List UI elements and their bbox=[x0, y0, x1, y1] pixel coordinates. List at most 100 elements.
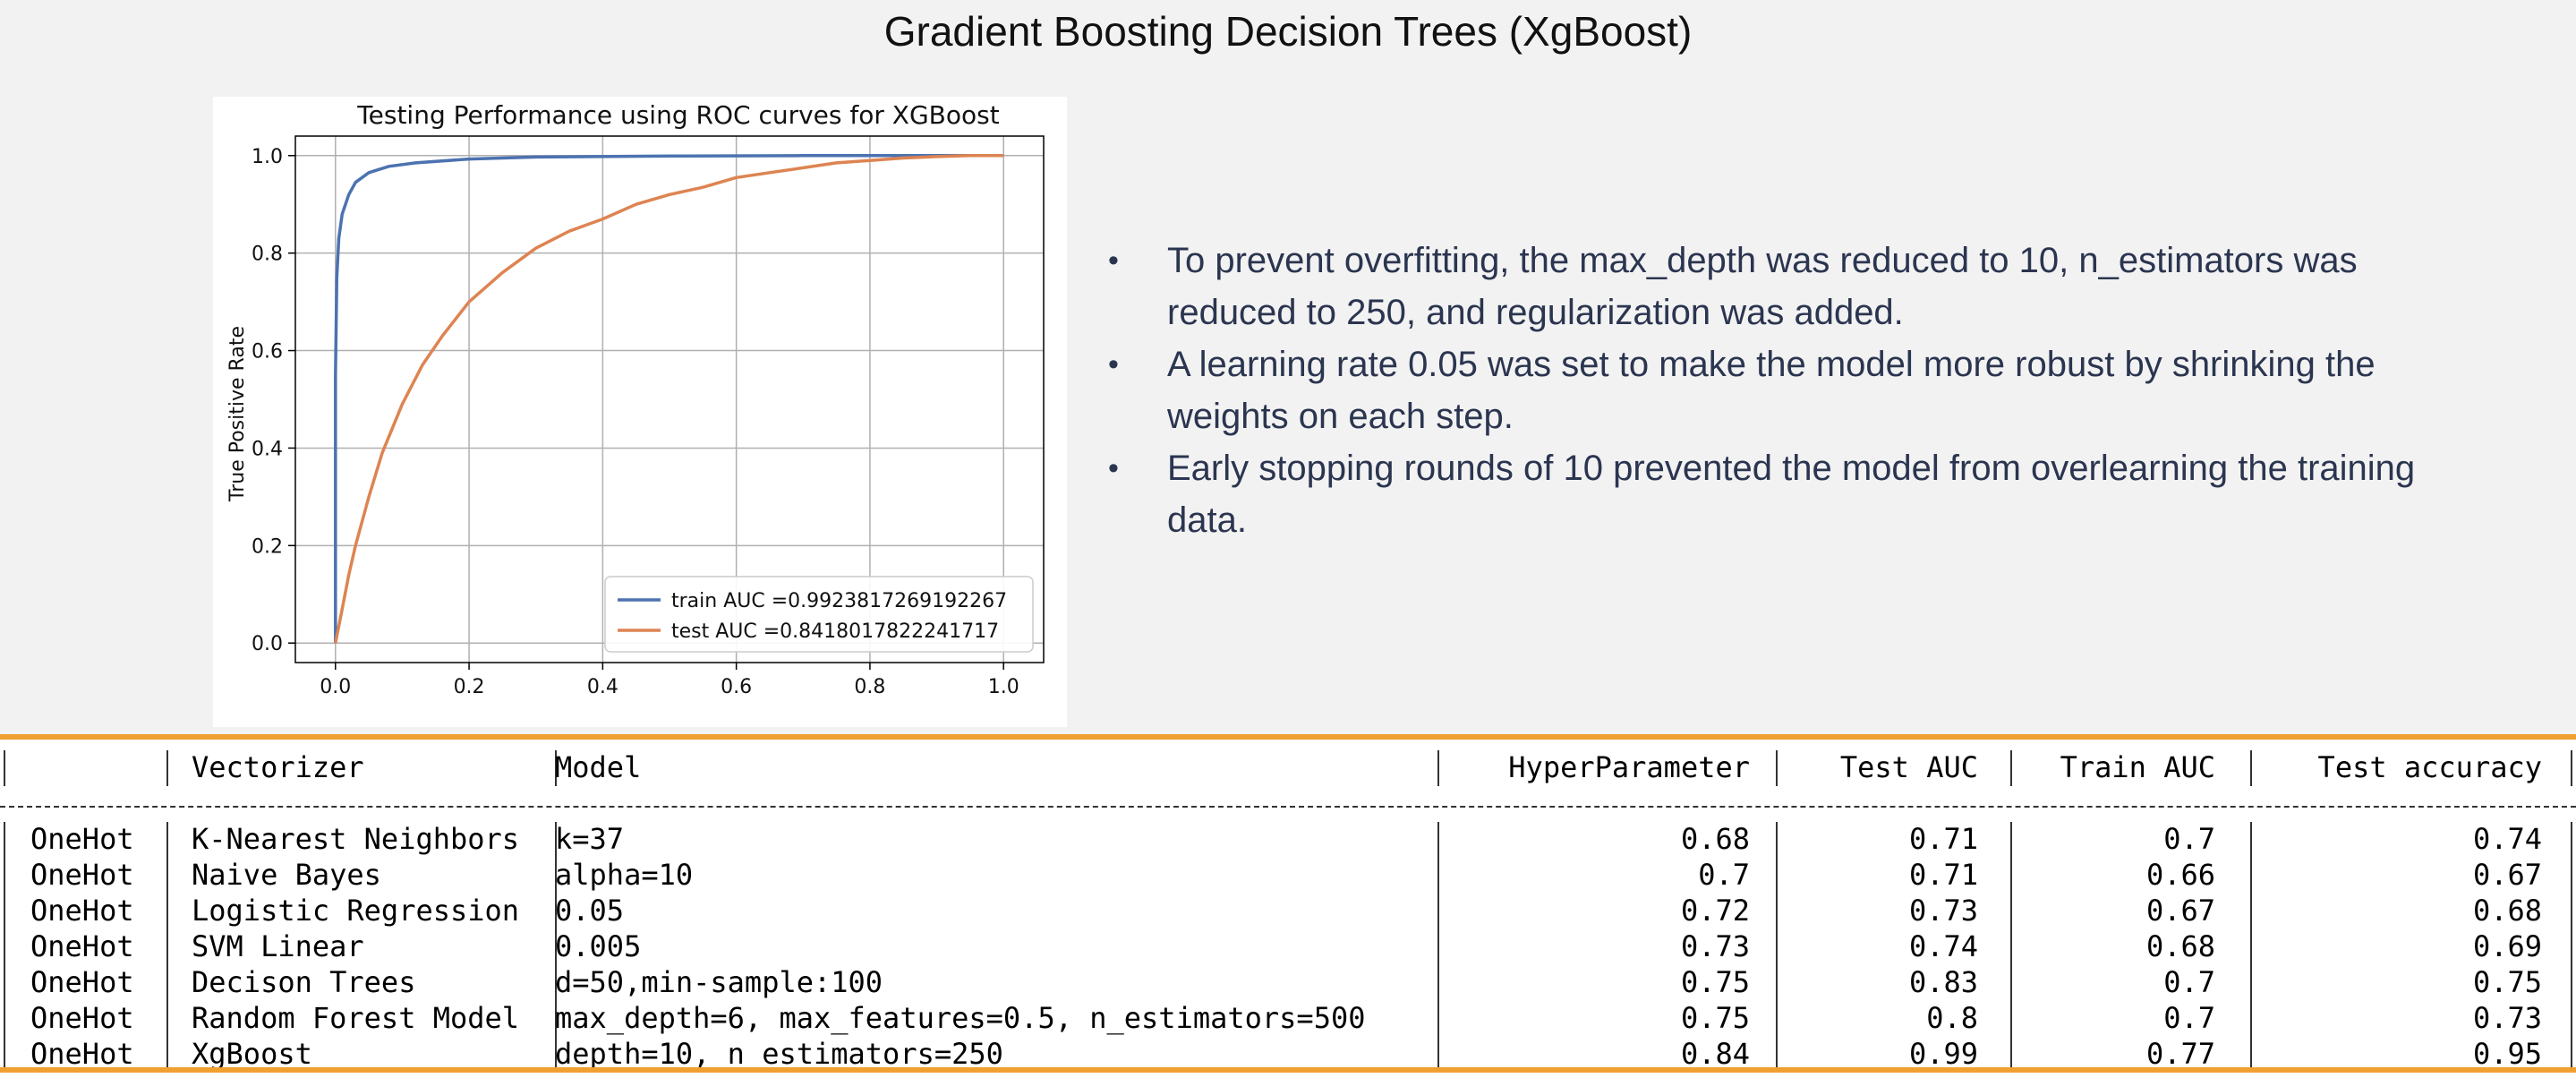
column-divider bbox=[2250, 750, 2252, 786]
column-divider bbox=[555, 822, 557, 858]
test-roc-line bbox=[334, 154, 1004, 644]
table-header-cell: Test accuracy bbox=[2317, 750, 2542, 784]
x-tick-label: 0.6 bbox=[721, 676, 752, 698]
train-roc-line bbox=[334, 154, 1004, 644]
column-divider bbox=[166, 822, 168, 858]
x-tick-label: 0.4 bbox=[587, 676, 618, 698]
table-cell: Random Forest Model bbox=[192, 1001, 520, 1035]
table-cell: 0.68 bbox=[2472, 894, 2542, 928]
column-divider bbox=[1437, 750, 1439, 786]
column-divider bbox=[1776, 858, 1778, 894]
roc-chart-svg: 0.0 0.2 0.4 0.6 0.8 1.0 0.0 0.2 0.4 0.6 0.8 1.0 Tes… bbox=[226, 100, 1045, 698]
table-cell: 0.7 bbox=[2163, 822, 2215, 856]
x-tick-label: 1.0 bbox=[988, 676, 1019, 698]
chart-ylabel: True Positive Rate bbox=[226, 326, 249, 502]
chart-ticks: 0.0 0.2 0.4 0.6 0.8 1.0 0.0 0.2 0.4 0.6 0.8 1.0 bbox=[252, 146, 1019, 698]
y-tick-label: 0.2 bbox=[252, 535, 283, 558]
column-divider bbox=[4, 822, 5, 858]
column-divider bbox=[555, 750, 557, 786]
column-divider bbox=[2571, 858, 2572, 894]
column-divider bbox=[2250, 1037, 2252, 1073]
table-cell: max_depth=6, max_features=0.5, n_estimat… bbox=[555, 1001, 1366, 1035]
table-cell: Naive Bayes bbox=[192, 858, 381, 892]
column-divider bbox=[2571, 965, 2572, 1001]
table-header-cell: Train AUC bbox=[2060, 750, 2215, 784]
table-cell: 0.75 bbox=[1680, 965, 1750, 999]
table-header-cell: Model bbox=[555, 750, 642, 784]
table-cell: 0.84 bbox=[1680, 1037, 1750, 1071]
plot-frame bbox=[294, 135, 1045, 663]
table-cell: 0.68 bbox=[2145, 929, 2215, 963]
table-cell: 0.72 bbox=[1680, 894, 1750, 928]
column-divider bbox=[555, 929, 557, 965]
column-divider bbox=[2571, 1001, 2572, 1037]
y-tick-label: 0.8 bbox=[252, 244, 283, 266]
note-item: Early stopping rounds of 10 prevented th… bbox=[1108, 442, 2469, 546]
chart-series bbox=[334, 154, 1004, 644]
table-cell: 0.7 bbox=[2163, 965, 2215, 999]
table-header-cell: HyperParameter bbox=[1508, 750, 1750, 784]
table-cell: 0.66 bbox=[2145, 858, 2215, 892]
table-cell: 0.83 bbox=[1908, 965, 1978, 999]
column-divider bbox=[555, 965, 557, 1001]
table-row: OneHot K-Nearest Neighbors k=37 0.68 0.71 0.7… bbox=[0, 822, 2576, 858]
column-divider bbox=[1776, 1037, 1778, 1073]
table-cell: OneHot bbox=[30, 894, 134, 928]
column-divider bbox=[166, 894, 168, 929]
table-cell: 0.95 bbox=[2472, 1037, 2542, 1071]
table-row: OneHot Decison Trees d=50,min-sample:100 0.… bbox=[0, 965, 2576, 1001]
table-row: OneHot Random Forest Model max_depth=6, ma… bbox=[0, 1001, 2576, 1037]
column-divider bbox=[2250, 1001, 2252, 1037]
note-item: A learning rate 0.05 was set to make the… bbox=[1108, 338, 2469, 442]
note-item: To prevent overfitting, the max_depth wa… bbox=[1108, 235, 2469, 338]
slide-title: Gradient Boosting Decision Trees (XgBoos… bbox=[883, 8, 1693, 55]
column-divider bbox=[555, 858, 557, 894]
table-cell: 0.99 bbox=[1908, 1037, 1978, 1071]
table-cell: 0.77 bbox=[2145, 1037, 2215, 1071]
table-row: OneHot XgBoost depth=10, n_estimators=250 0… bbox=[0, 1037, 2576, 1073]
table-cell: 0.75 bbox=[2472, 965, 2542, 999]
x-tick-label: 0.8 bbox=[854, 676, 885, 698]
table-cell: Logistic Regression bbox=[192, 894, 520, 928]
column-divider bbox=[2010, 1037, 2012, 1073]
roc-chart: 0.0 0.2 0.4 0.6 0.8 1.0 0.0 0.2 0.4 0.6 0.8 1.0 Tes… bbox=[213, 97, 1067, 727]
table-cell: 0.7 bbox=[2163, 1001, 2215, 1035]
table-cell: 0.73 bbox=[2472, 1001, 2542, 1035]
column-divider bbox=[2571, 822, 2572, 858]
column-divider bbox=[4, 894, 5, 929]
table-cell: depth=10, n_estimators=250 bbox=[555, 1037, 1003, 1071]
table-cell: 0.67 bbox=[2472, 858, 2542, 892]
column-divider bbox=[2010, 858, 2012, 894]
table-cell: 0.8 bbox=[1926, 1001, 1978, 1035]
column-divider bbox=[2571, 894, 2572, 929]
column-divider bbox=[555, 1001, 557, 1037]
table-cell: 0.74 bbox=[1908, 929, 1978, 963]
table-cell: alpha=10 bbox=[555, 858, 694, 892]
y-tick-label: 0.0 bbox=[252, 633, 283, 655]
table-row: OneHot Logistic Regression 0.05 0.72 0.73 0.6… bbox=[0, 894, 2576, 929]
column-divider bbox=[4, 929, 5, 965]
column-divider bbox=[1437, 822, 1439, 858]
column-divider bbox=[2250, 822, 2252, 858]
table-cell: d=50,min-sample:100 bbox=[555, 965, 883, 999]
column-divider bbox=[1776, 750, 1778, 786]
table-cell: 0.71 bbox=[1908, 858, 1978, 892]
column-divider bbox=[166, 965, 168, 1001]
legend-box bbox=[604, 576, 1034, 653]
column-divider bbox=[1776, 1001, 1778, 1037]
results-table-panel: Vectorizer Model HyperParameter Test AUC Tra… bbox=[0, 734, 2576, 1078]
table-cell: k=37 bbox=[555, 822, 625, 856]
table-cell: XgBoost bbox=[192, 1037, 312, 1071]
column-divider bbox=[2010, 929, 2012, 965]
chart-legend: train AUC =0.9923817269192267 test AUC =0… bbox=[604, 576, 1034, 653]
column-divider bbox=[4, 750, 5, 786]
column-divider bbox=[2571, 929, 2572, 965]
column-divider bbox=[2250, 929, 2252, 965]
column-divider bbox=[1776, 965, 1778, 1001]
column-divider bbox=[2010, 1001, 2012, 1037]
column-divider bbox=[4, 1001, 5, 1037]
table-cell: 0.71 bbox=[1908, 822, 1978, 856]
legend-label: train AUC =0.9923817269192267 bbox=[671, 590, 1007, 612]
column-divider bbox=[1776, 929, 1778, 965]
x-tick-label: 0.0 bbox=[320, 676, 351, 698]
